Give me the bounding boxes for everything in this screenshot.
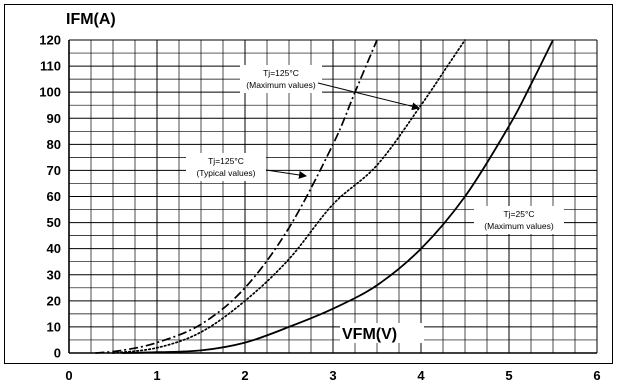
y-tick-label: 100 — [39, 85, 61, 100]
y-tick-label: 50 — [47, 215, 61, 230]
annotation-tj25-max: Tj=25°C (Maximum values) — [474, 206, 564, 234]
x-tick-label: 4 — [417, 368, 425, 383]
chart-frame — [4, 4, 613, 364]
y-tick-label: 110 — [40, 59, 61, 74]
x-tick-label: 0 — [65, 368, 72, 383]
annotation-tj125-max-line1: Tj=125°C — [263, 68, 299, 78]
annotation-tj25-max-line1: Tj=25°C — [503, 209, 534, 219]
x-tick-label: 1 — [153, 368, 160, 383]
annotation-tj125-typ: Tj=125°C (Typical values) — [186, 153, 307, 181]
x-axis-title: VFM(V) — [342, 326, 397, 343]
y-tick-label: 60 — [47, 189, 61, 204]
x-tick-label: 2 — [241, 368, 248, 383]
y-tick-label: 10 — [47, 319, 61, 334]
x-axis-title-box: VFM(V) — [340, 323, 424, 343]
annotation-tj125-max-arrow — [317, 82, 420, 111]
y-tick-label: 90 — [47, 111, 61, 126]
x-tick-label: 5 — [505, 368, 512, 383]
x-tick-label: 6 — [593, 368, 600, 383]
y-tick-label: 120 — [39, 33, 61, 48]
series-line-tj125-typ — [112, 39, 466, 354]
y-tick-label: 40 — [47, 241, 61, 256]
y-tick-label: 30 — [47, 267, 61, 282]
series-line-tj125-max — [95, 39, 378, 354]
x-tick-label: 3 — [329, 368, 336, 383]
annotation-tj125-typ-line2: (Typical values) — [196, 168, 255, 178]
series-line-tj25-max — [121, 39, 554, 354]
y-tick-label: 20 — [47, 293, 61, 308]
annotation-tj25-max-line2: (Maximum values) — [484, 221, 554, 231]
y-tick-label: 0 — [54, 346, 61, 361]
annotation-tj125-typ-line1: Tj=125°C — [208, 156, 244, 166]
annotation-tj125-max-line2: (Maximum values) — [246, 80, 316, 90]
y-tick-label: 70 — [47, 163, 61, 178]
annotation-tj125-typ-arrow — [265, 169, 307, 179]
tick-labels: 0 10 20 30 40 50 60 70 80 90 100 110 120 0 1 2 3 4 5 6 — [39, 33, 600, 384]
y-axis-title: IFM(A) — [66, 11, 116, 28]
annotation-tj125-max: Tj=125°C (Maximum values) — [240, 65, 420, 111]
series-group — [95, 39, 554, 354]
y-tick-label: 80 — [47, 137, 61, 152]
